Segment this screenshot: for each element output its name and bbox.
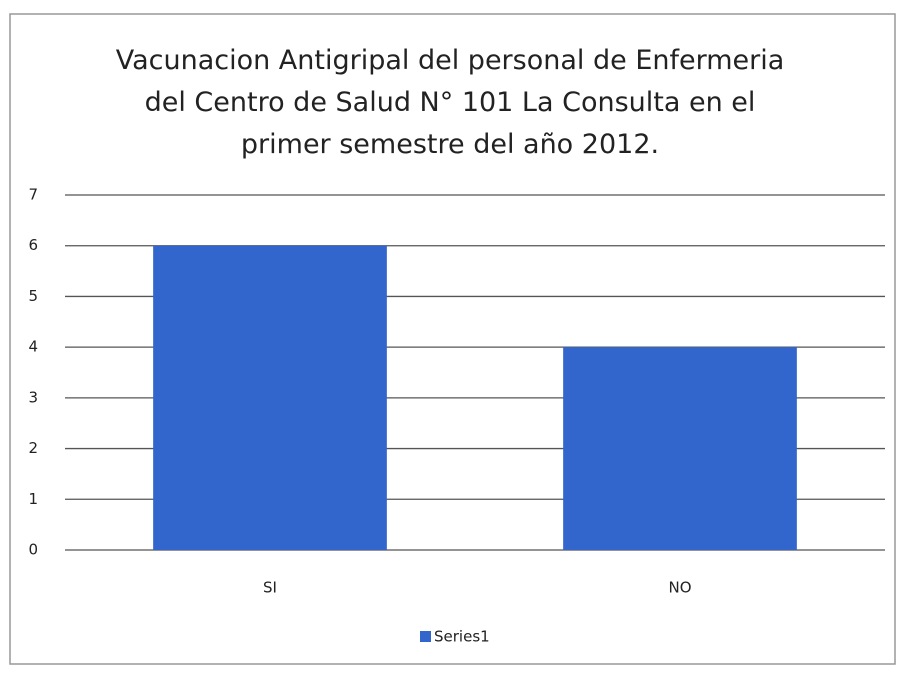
legend-label: Series1 [434, 628, 490, 646]
x-tick-label: SI [263, 579, 277, 597]
legend-swatch [420, 631, 431, 642]
y-tick-label: 1 [28, 490, 38, 508]
bar [563, 347, 797, 550]
y-tick-label: 4 [28, 338, 38, 356]
y-tick-label: 5 [28, 287, 38, 305]
x-tick-label: NO [668, 579, 691, 597]
chart-title: Vacunacion Antigripal del personal de En… [115, 45, 785, 160]
bar [153, 245, 387, 550]
y-tick-label: 0 [28, 541, 38, 559]
y-tick-label: 3 [28, 388, 38, 406]
y-tick-label: 6 [28, 236, 38, 254]
y-tick-label: 7 [28, 186, 38, 204]
y-tick-label: 2 [28, 439, 38, 457]
